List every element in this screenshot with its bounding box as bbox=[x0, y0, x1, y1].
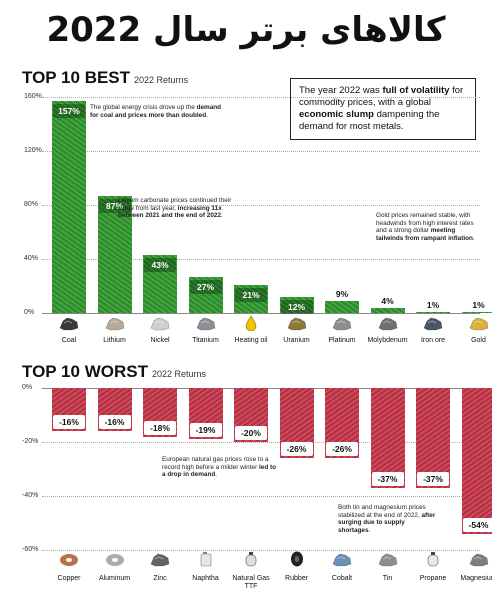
category-label: Rubber bbox=[285, 575, 308, 582]
uranium-icon bbox=[286, 315, 308, 331]
y-tick-label: 0% bbox=[22, 384, 33, 391]
rubber-icon bbox=[286, 551, 308, 567]
gridline bbox=[42, 496, 480, 497]
naphtha-icon bbox=[195, 551, 217, 567]
category-label: Cobalt bbox=[331, 575, 353, 582]
bar-molybdenum bbox=[370, 307, 405, 313]
value-label: -37% bbox=[417, 471, 449, 486]
value-label: -16% bbox=[98, 415, 131, 430]
tin-icon bbox=[377, 551, 399, 567]
category-label: Uranium bbox=[283, 337, 310, 344]
value-label: 12% bbox=[280, 299, 313, 314]
natural-gas-icon bbox=[240, 551, 262, 567]
bar-lithium bbox=[97, 195, 132, 313]
category-label: Lithium bbox=[103, 337, 126, 344]
zinc-icon bbox=[149, 551, 171, 567]
category-label: Natural Gas TTF bbox=[232, 575, 270, 590]
category-label: Copper bbox=[57, 575, 81, 582]
natural-gas-note: European natural gas prices rose to a re… bbox=[162, 456, 277, 479]
category-label: Iron ore bbox=[420, 337, 446, 344]
category-label: Zinc bbox=[153, 575, 167, 582]
y-tick-label: -40% bbox=[22, 492, 39, 499]
coal-icon bbox=[58, 315, 80, 331]
category-label: Naphtha bbox=[192, 575, 219, 582]
y-tick-label: 80% bbox=[24, 201, 39, 208]
bar-titanium bbox=[188, 276, 223, 313]
bar-propane bbox=[416, 388, 450, 488]
cobalt-icon bbox=[331, 551, 353, 567]
value-label: -37% bbox=[371, 471, 404, 486]
value-label: 4% bbox=[381, 295, 394, 306]
value-label: 1% bbox=[426, 299, 440, 310]
gridline bbox=[42, 97, 480, 98]
page-title: کالاهای برتر سال 2022 bbox=[46, 10, 446, 50]
copper-icon bbox=[58, 551, 80, 567]
value-label: -16% bbox=[53, 415, 85, 430]
lithium-icon bbox=[104, 315, 126, 331]
value-label: 87% bbox=[98, 198, 131, 213]
nickel-icon bbox=[149, 315, 171, 331]
y-tick-label: 0% bbox=[24, 309, 35, 316]
lithium-note: Lithium carbonate prices continued their… bbox=[118, 197, 232, 220]
value-label: 1% bbox=[472, 299, 485, 310]
coal-note: The global energy crisis drove up the de… bbox=[90, 104, 222, 119]
value-label: 43% bbox=[144, 257, 176, 272]
value-label: -18% bbox=[144, 420, 176, 435]
value-label: 9% bbox=[335, 288, 349, 299]
bar-platinum bbox=[325, 300, 359, 313]
bar-magnesium bbox=[461, 388, 492, 534]
category-label: Molybdenum bbox=[367, 337, 408, 344]
value-label: -26% bbox=[326, 442, 358, 457]
category-label: Platinum bbox=[328, 337, 356, 344]
y-tick-label: 160% bbox=[24, 93, 42, 100]
value-label: -20% bbox=[235, 426, 267, 440]
value-label: -19% bbox=[189, 423, 222, 438]
value-label: 21% bbox=[235, 287, 267, 302]
titanium-icon bbox=[195, 315, 217, 331]
gold-note: Gold prices remained stable, with headwi… bbox=[376, 212, 475, 242]
gridline bbox=[42, 442, 480, 443]
gridline bbox=[42, 151, 480, 152]
platinum-icon bbox=[331, 315, 353, 331]
category-label: Gold bbox=[471, 337, 486, 344]
gold-icon bbox=[468, 315, 490, 331]
gridline bbox=[42, 550, 480, 551]
gridline bbox=[42, 205, 480, 206]
bar-uranium bbox=[279, 296, 314, 313]
category-label: Heating oil bbox=[234, 337, 268, 344]
category-label: Aluminum bbox=[98, 575, 131, 582]
value-label: -26% bbox=[280, 442, 313, 457]
category-label: Coal bbox=[61, 337, 77, 344]
category-label: Magnesium bbox=[460, 575, 492, 582]
y-tick-label: 120% bbox=[24, 147, 42, 154]
zero-baseline bbox=[42, 313, 480, 314]
category-label: Tin bbox=[382, 575, 393, 582]
tin-magnesium-note: Both tin and magnesium prices stabilized… bbox=[338, 504, 436, 534]
heating-oil-icon bbox=[240, 315, 262, 332]
category-label: Propane bbox=[419, 575, 447, 582]
intro-callout: The year 2022 was full of volatility for… bbox=[290, 78, 476, 140]
worst-section-title: TOP 10 WORST 2022 Returns bbox=[22, 362, 207, 381]
category-label: Nickel bbox=[150, 337, 170, 344]
aluminum-icon bbox=[104, 551, 126, 567]
iron-ore-icon bbox=[422, 315, 444, 331]
y-tick-label: -20% bbox=[22, 438, 39, 445]
y-tick-label: -60% bbox=[22, 546, 39, 553]
bar-coal bbox=[52, 101, 86, 313]
best-section-title: TOP 10 BEST 2022 Returns bbox=[22, 68, 189, 87]
bar-iron-ore bbox=[416, 311, 450, 314]
bar-nickel bbox=[143, 254, 177, 313]
magnesium-icon bbox=[468, 551, 490, 567]
value-label: 157% bbox=[53, 104, 85, 119]
bar-gold bbox=[461, 311, 492, 314]
gridline bbox=[42, 259, 480, 260]
molybdenum-icon bbox=[377, 315, 399, 331]
value-label: 27% bbox=[189, 279, 222, 294]
y-tick-label: 40% bbox=[24, 255, 39, 262]
category-label: Titanium bbox=[192, 337, 219, 344]
bar-tin bbox=[370, 388, 405, 488]
value-label: -54% bbox=[462, 517, 492, 532]
propane-icon bbox=[422, 551, 444, 567]
bar-heating-oil bbox=[234, 284, 268, 313]
